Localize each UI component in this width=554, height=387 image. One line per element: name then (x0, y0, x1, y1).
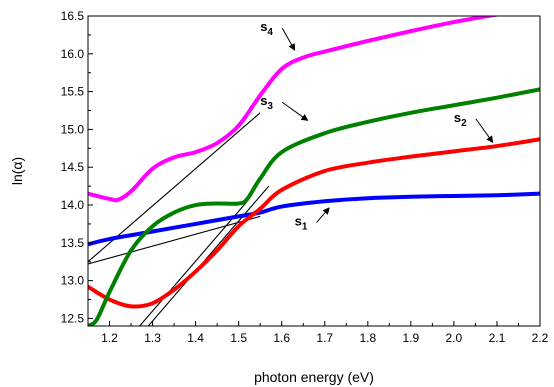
x-tick-label: 1.9 (403, 331, 420, 345)
tick-layer: 1.2 1.3 1.4 1.5 1.6 1.7 1.8 1.9 2.0 2.1 2.2 12.5 13.… (61, 9, 549, 345)
y-tick-label: 13.5 (61, 236, 85, 250)
series-annotation-s4: s4 (260, 19, 273, 38)
y-tick-label: 16.5 (61, 9, 85, 23)
annotation-arrow-s3 (281, 101, 309, 121)
annotation-layer: s4 s3 s2 s1 (260, 19, 494, 232)
x-tick-label: 1.8 (359, 331, 376, 345)
x-tick-label: 1.7 (316, 331, 333, 345)
series-annotation-s3: s3 (260, 93, 273, 112)
y-tick-label: 12.5 (61, 311, 85, 325)
plot-layer (88, 16, 540, 326)
tangent-line-3 (139, 200, 248, 326)
y-tick-label: 14.5 (61, 160, 85, 174)
series-line-s4 (88, 16, 499, 203)
x-axis-label: photon energy (eV) (254, 369, 374, 385)
y-tick-label: 14.0 (61, 198, 85, 212)
series-line-s3 (88, 87, 540, 326)
series-annotation-s2: s2 (454, 110, 467, 129)
x-tick-label: 2.2 (532, 331, 549, 345)
x-tick-label: 2.1 (489, 331, 506, 345)
tangent-line-4 (147, 185, 270, 326)
y-axis-label: ln(α) (9, 157, 25, 185)
y-tick-label: 15.0 (61, 122, 85, 136)
y-tick-label: 15.5 (61, 85, 85, 99)
tangent-line-2 (88, 215, 261, 265)
x-tick-label: 1.3 (144, 331, 161, 345)
x-tick-label: 1.4 (187, 331, 204, 345)
series-line-s1 (88, 191, 540, 247)
x-tick-label: 1.6 (273, 331, 290, 345)
annotation-arrow-s2 (475, 118, 494, 144)
x-tick-label: 2.0 (446, 331, 463, 345)
x-tick-label: 1.5 (230, 331, 247, 345)
x-tick-label: 1.2 (101, 331, 118, 345)
annotation-arrow-s1 (316, 207, 330, 223)
plot-frame (87, 15, 541, 327)
y-tick-label: 13.0 (61, 274, 85, 288)
y-tick-label: 16.0 (61, 47, 85, 61)
series-annotation-s1: s1 (295, 213, 308, 232)
annotation-arrow-s4 (281, 27, 296, 51)
series-line-s2 (88, 137, 540, 309)
